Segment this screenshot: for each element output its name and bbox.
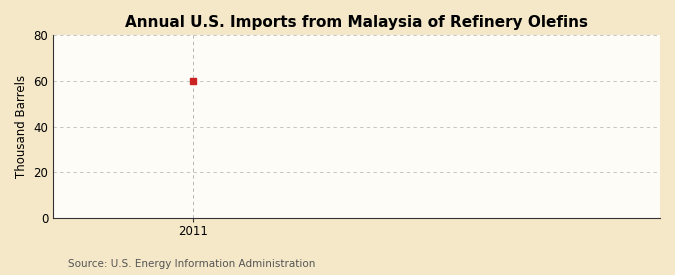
Y-axis label: Thousand Barrels: Thousand Barrels	[15, 75, 28, 178]
Text: Source: U.S. Energy Information Administration: Source: U.S. Energy Information Administ…	[68, 259, 315, 269]
Title: Annual U.S. Imports from Malaysia of Refinery Olefins: Annual U.S. Imports from Malaysia of Ref…	[125, 15, 588, 30]
